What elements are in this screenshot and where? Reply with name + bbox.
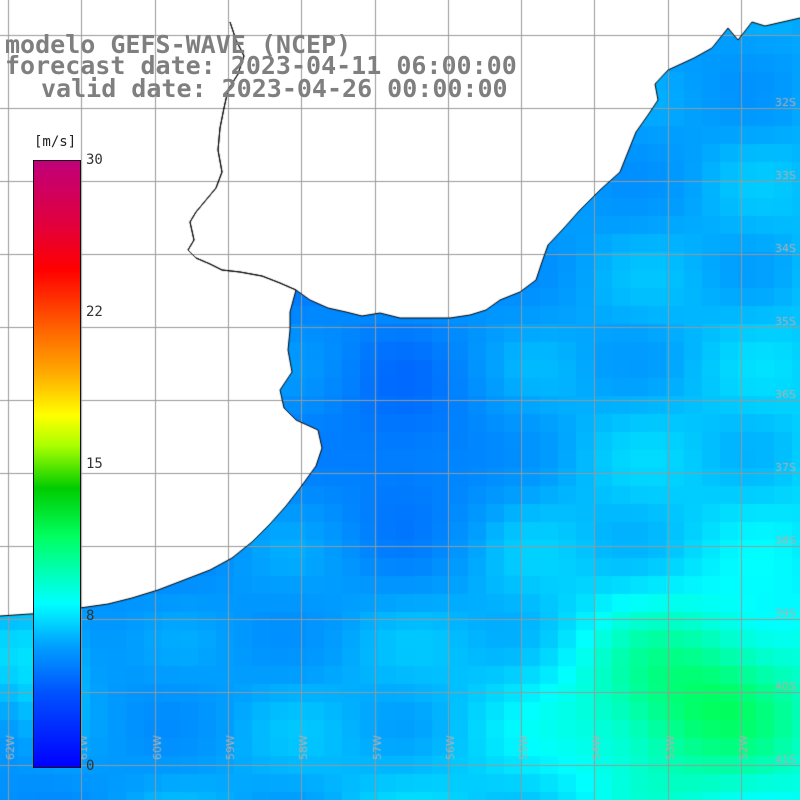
valid-date: valid date: 2023-04-26 00:00:00 [41,74,508,103]
colorbar-unit: [m/s] [34,134,77,150]
colorbar-tick-8: 8 [86,608,95,624]
colorbar-tick-0: 0 [86,758,95,774]
model-title: modelo GEFS-WAVE (NCEP) [5,30,352,59]
colorbar-tick-15: 15 [86,456,103,472]
colorbar [33,160,81,768]
colorbar-tick-22: 22 [86,304,103,320]
colorbar-tick-30: 30 [86,152,103,168]
forecast-date: forecast date: 2023-04-11 06:00:00 [5,51,517,80]
